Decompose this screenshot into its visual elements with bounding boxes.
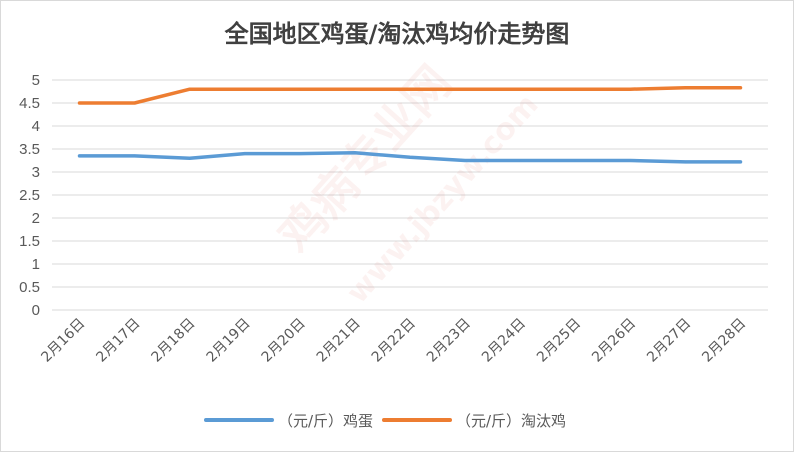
data-point: [299, 153, 301, 155]
x-tick-label: 2月20日: [259, 316, 309, 366]
data-point: [244, 153, 246, 155]
data-point: [354, 152, 356, 154]
x-tick-label: 2月23日: [424, 316, 474, 366]
data-point: [244, 88, 246, 90]
series-lines: [77, 86, 743, 164]
y-tick-label: 0.5: [19, 279, 40, 296]
data-point: [134, 102, 136, 104]
x-axis-ticks: 2月16日 2月17日 2月18日 2月19日 2月20日 2月21日 2月22日 2月23日…: [38, 316, 749, 366]
chart-title: 全国地区鸡蛋/淘汰鸡均价走势图: [224, 20, 570, 48]
data-point: [519, 160, 521, 161]
data-point: [464, 160, 466, 161]
data-point: [189, 88, 191, 90]
x-tick-label: 2月24日: [479, 316, 529, 366]
y-tick-label: 4: [32, 118, 40, 135]
x-tick-label: 2月27日: [644, 316, 694, 366]
gridlines: [52, 79, 768, 311]
data-point: [574, 88, 576, 90]
x-tick-label: 2月21日: [314, 316, 364, 366]
legend: （元/斤）鸡蛋 （元/斤）淘汰鸡: [204, 412, 566, 430]
x-tick-label: 2月26日: [589, 316, 639, 366]
x-tick-label: 2月22日: [369, 316, 419, 366]
x-tick-label: 2月17日: [93, 316, 143, 366]
data-point: [684, 161, 686, 163]
data-point: [189, 157, 191, 159]
y-tick-label: 1.5: [19, 233, 40, 250]
data-point: [134, 155, 136, 157]
x-tick-label: 2月19日: [204, 316, 254, 366]
data-point: [739, 161, 741, 163]
legend-label: （元/斤）淘汰鸡: [456, 412, 566, 430]
y-tick-label: 2.5: [19, 187, 40, 204]
data-point: [519, 88, 521, 90]
legend-label: （元/斤）鸡蛋: [278, 412, 373, 430]
data-point: [79, 102, 81, 104]
y-axis-ticks: 0 0.5 1 1.5 2 2.5 3 3.5 4 4.5 5: [19, 72, 40, 319]
x-tick-label: 2月28日: [699, 316, 749, 366]
data-point: [629, 88, 631, 90]
data-point: [299, 88, 301, 90]
y-tick-label: 1: [32, 256, 40, 273]
data-point: [684, 87, 686, 89]
data-point: [574, 160, 576, 161]
x-tick-label: 2月18日: [149, 316, 199, 366]
x-tick-label: 2月25日: [534, 316, 584, 366]
watermark: 鸡病专业网 www.jbzyw.com: [268, 55, 545, 310]
data-point: [739, 87, 741, 89]
y-tick-label: 3.5: [19, 141, 40, 158]
data-point: [409, 88, 411, 90]
data-point: [354, 88, 356, 90]
x-tick-label: 2月16日: [38, 316, 88, 366]
data-point: [409, 156, 411, 158]
data-point: [629, 160, 631, 161]
y-tick-label: 4.5: [19, 95, 40, 112]
y-tick-label: 3: [32, 164, 40, 181]
y-tick-label: 2: [32, 210, 40, 227]
data-point: [79, 155, 81, 157]
y-tick-label: 5: [32, 72, 40, 89]
y-tick-label: 0: [32, 302, 40, 319]
data-point: [464, 88, 466, 90]
